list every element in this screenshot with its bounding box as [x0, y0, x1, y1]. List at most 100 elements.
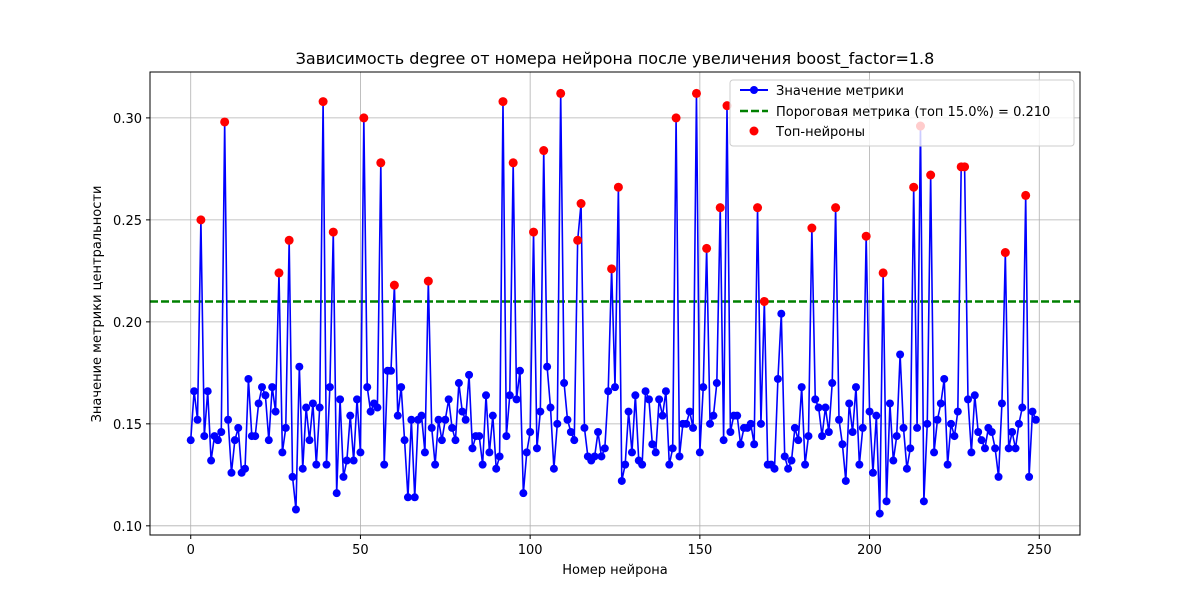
data-point: [346, 411, 355, 420]
data-point: [298, 464, 307, 473]
data-point: [974, 427, 983, 436]
data-point: [268, 383, 277, 392]
data-point: [431, 460, 440, 469]
data-point: [936, 399, 945, 408]
data-point: [488, 411, 497, 420]
data-point: [682, 419, 691, 428]
data-point: [644, 395, 653, 404]
data-point: [454, 379, 463, 388]
x-tick-label: 250: [1027, 543, 1052, 558]
data-point: [838, 440, 847, 449]
data-point: [570, 436, 579, 445]
data-point: [475, 432, 484, 441]
data-point: [997, 399, 1006, 408]
data-point: [923, 419, 932, 428]
data-point: [190, 387, 199, 396]
data-point: [397, 383, 406, 392]
data-point: [336, 395, 345, 404]
x-tick-label: 150: [687, 543, 712, 558]
data-point: [821, 403, 830, 412]
data-point: [824, 427, 833, 436]
data-point: [675, 452, 684, 461]
data-point: [495, 452, 504, 461]
data-point: [896, 350, 905, 359]
top-neuron-point: [613, 182, 623, 192]
top-neuron-point: [909, 182, 919, 192]
top-neuron-point: [376, 158, 386, 168]
data-point: [736, 440, 745, 449]
data-point: [278, 448, 287, 457]
data-point: [699, 383, 708, 392]
data-point: [512, 395, 521, 404]
data-point: [851, 383, 860, 392]
data-point: [207, 456, 216, 465]
series-line-layer: [189, 92, 1037, 515]
data-point: [845, 399, 854, 408]
series-line: [189, 92, 1037, 515]
y-tick-label: 0.20: [113, 316, 142, 331]
data-point: [1028, 407, 1037, 416]
data-point: [892, 432, 901, 441]
data-point: [461, 415, 470, 424]
data-point: [685, 407, 694, 416]
data-point: [393, 411, 402, 420]
data-point: [203, 387, 212, 396]
data-point: [885, 399, 894, 408]
data-point: [889, 456, 898, 465]
data-point: [756, 419, 765, 428]
data-point: [627, 448, 636, 457]
y-tick-label: 0.10: [113, 520, 142, 535]
data-point: [963, 395, 972, 404]
data-point: [621, 460, 630, 469]
data-point: [712, 379, 721, 388]
data-point: [651, 448, 660, 457]
data-point: [224, 415, 233, 424]
data-point: [505, 391, 514, 400]
data-point: [342, 456, 351, 465]
data-point: [882, 497, 891, 506]
data-point: [590, 452, 599, 461]
data-point: [733, 411, 742, 420]
top-neuron-point: [576, 199, 586, 209]
data-point: [349, 456, 358, 465]
x-tick-label: 200: [857, 543, 882, 558]
top-neuron-point: [759, 296, 769, 306]
top-neuron-point: [861, 231, 871, 241]
data-point: [977, 436, 986, 445]
data-point: [811, 395, 820, 404]
data-point: [363, 383, 372, 392]
data-point: [485, 448, 494, 457]
y-tick-label: 0.25: [113, 214, 142, 229]
data-point: [906, 444, 915, 453]
data-point: [868, 468, 877, 477]
y-tick-label: 0.15: [113, 418, 142, 433]
data-point: [746, 419, 755, 428]
data-point: [302, 403, 311, 412]
data-point: [641, 387, 650, 396]
data-point: [373, 403, 382, 412]
data-point: [451, 436, 460, 445]
data-point: [784, 464, 793, 473]
data-point: [546, 403, 555, 412]
top-neuron-point: [671, 113, 681, 123]
data-point: [980, 444, 989, 453]
data-point: [638, 460, 647, 469]
data-point: [750, 440, 759, 449]
data-point: [325, 383, 334, 392]
data-point: [502, 432, 511, 441]
chart-title: Зависимость degree от номера нейрона пос…: [296, 49, 935, 69]
data-point: [787, 456, 796, 465]
data-point: [332, 489, 341, 498]
data-point: [553, 419, 562, 428]
data-point: [261, 391, 270, 400]
x-axis-label: Номер нейрона: [562, 563, 668, 578]
data-point: [308, 399, 317, 408]
data-point: [193, 415, 202, 424]
top-neuron-point: [220, 117, 230, 127]
data-point: [617, 476, 626, 485]
data-point: [478, 460, 487, 469]
data-point: [213, 436, 222, 445]
top-neuron-point: [196, 215, 206, 225]
data-point: [241, 464, 250, 473]
data-point: [773, 374, 782, 383]
